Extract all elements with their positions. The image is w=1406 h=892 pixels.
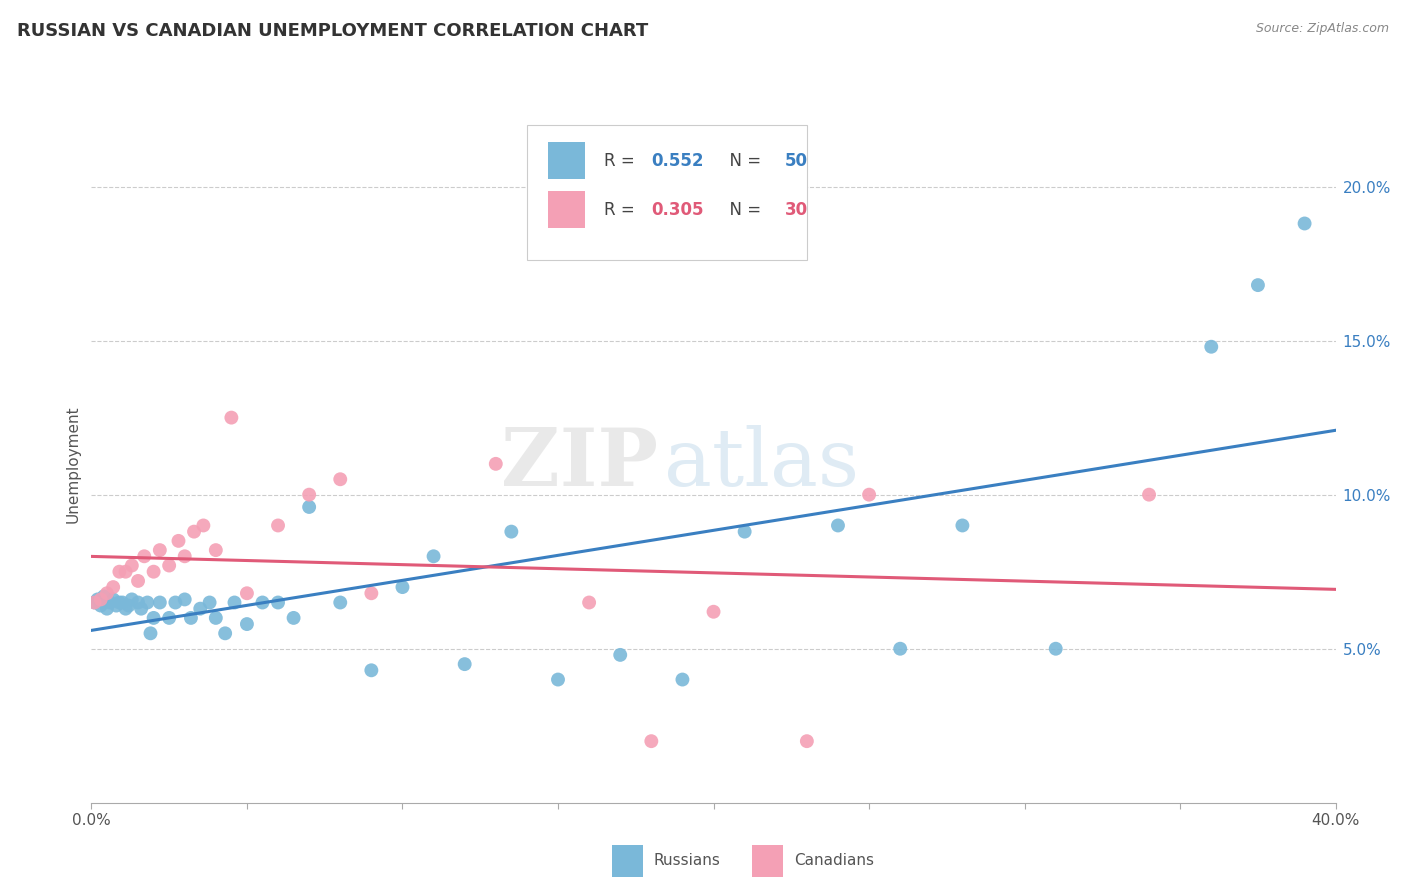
Point [671,673,693,687]
Point [827,518,849,533]
Point [193,518,215,533]
Point [950,518,973,533]
Point [90,599,112,613]
Point [90,592,112,607]
Point [640,734,662,748]
Point [96,601,118,615]
Point [205,543,228,558]
Point [224,595,246,609]
Point [129,601,152,615]
Point [283,611,305,625]
Point [157,611,180,625]
Point [142,565,165,579]
Point [183,524,205,539]
Point [198,595,221,609]
Point [391,580,413,594]
Point [609,648,631,662]
Point [118,599,141,613]
Point [127,574,149,588]
Point [180,611,202,625]
Text: Canadians: Canadians [794,854,875,868]
FancyBboxPatch shape [548,191,585,228]
Text: 30: 30 [785,201,807,219]
Text: N =: N = [718,201,766,219]
Point [108,565,131,579]
Point [157,558,180,573]
Point [501,524,523,539]
Y-axis label: Unemployment: Unemployment [65,405,80,523]
Point [298,500,321,514]
Point [221,410,243,425]
Point [142,611,165,625]
Point [114,601,136,615]
Point [453,657,475,672]
Point [108,595,131,609]
Text: Source: ZipAtlas.com: Source: ZipAtlas.com [1256,22,1389,36]
Point [329,595,352,609]
Point [252,595,274,609]
Point [1247,278,1270,293]
Point [127,595,149,609]
Point [858,488,880,502]
Point [86,592,108,607]
Point [267,518,290,533]
Point [167,533,190,548]
Point [101,592,124,607]
Point [93,590,115,604]
Point [205,611,228,625]
Point [796,734,818,748]
Point [1137,488,1160,502]
Point [101,580,124,594]
Text: 0.552: 0.552 [651,152,704,169]
Text: R =: R = [605,201,640,219]
Point [360,586,382,600]
Text: atlas: atlas [664,425,859,503]
Point [236,617,259,632]
Point [422,549,444,564]
Point [360,663,382,677]
Point [165,595,187,609]
Point [121,592,143,607]
Text: Russians: Russians [654,854,721,868]
Point [136,595,159,609]
Text: 50: 50 [785,152,807,169]
FancyBboxPatch shape [527,125,807,260]
Point [889,641,911,656]
Point [298,488,321,502]
Point [149,595,172,609]
Point [236,586,259,600]
Point [96,586,118,600]
Point [1201,340,1223,354]
Text: R =: R = [605,152,640,169]
Point [702,605,725,619]
Point [267,595,290,609]
Point [121,558,143,573]
Point [173,549,195,564]
Point [149,543,172,558]
Point [111,595,134,609]
Point [83,595,105,609]
Point [329,472,352,486]
FancyBboxPatch shape [548,142,585,179]
Point [547,673,569,687]
Text: ZIP: ZIP [501,425,658,503]
Point [139,626,162,640]
Point [134,549,156,564]
Point [98,595,121,609]
Text: RUSSIAN VS CANADIAN UNEMPLOYMENT CORRELATION CHART: RUSSIAN VS CANADIAN UNEMPLOYMENT CORRELA… [17,22,648,40]
Point [1294,217,1316,231]
Point [214,626,236,640]
Point [188,601,211,615]
Point [1045,641,1067,656]
Text: N =: N = [718,152,766,169]
Point [114,565,136,579]
Point [485,457,508,471]
Point [734,524,756,539]
Text: 0.305: 0.305 [651,201,704,219]
Point [83,595,105,609]
Point [173,592,195,607]
Point [105,599,128,613]
Point [578,595,600,609]
